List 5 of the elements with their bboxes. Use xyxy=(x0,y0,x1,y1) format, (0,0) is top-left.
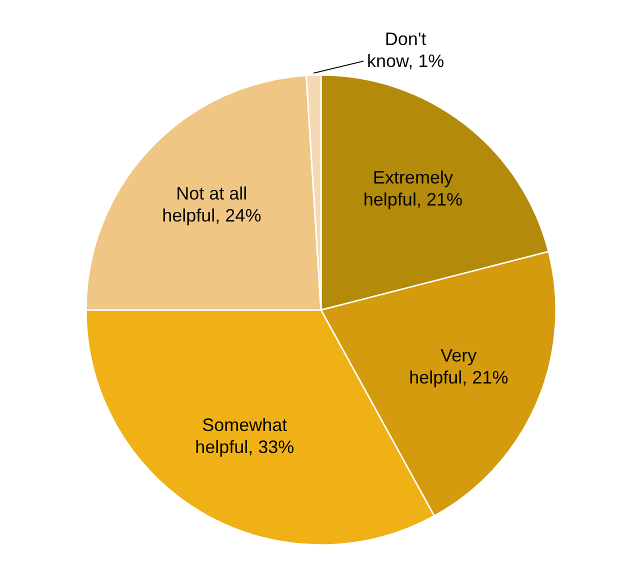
slice-label: Somewhat helpful, 33% xyxy=(195,415,294,458)
slice-label: Very helpful, 21% xyxy=(409,346,508,388)
slice-label: Not at all helpful, 24% xyxy=(162,183,262,226)
slice-label: Extremely helpful, 21% xyxy=(363,167,462,210)
slice-label: Don't know, 1% xyxy=(367,29,444,72)
